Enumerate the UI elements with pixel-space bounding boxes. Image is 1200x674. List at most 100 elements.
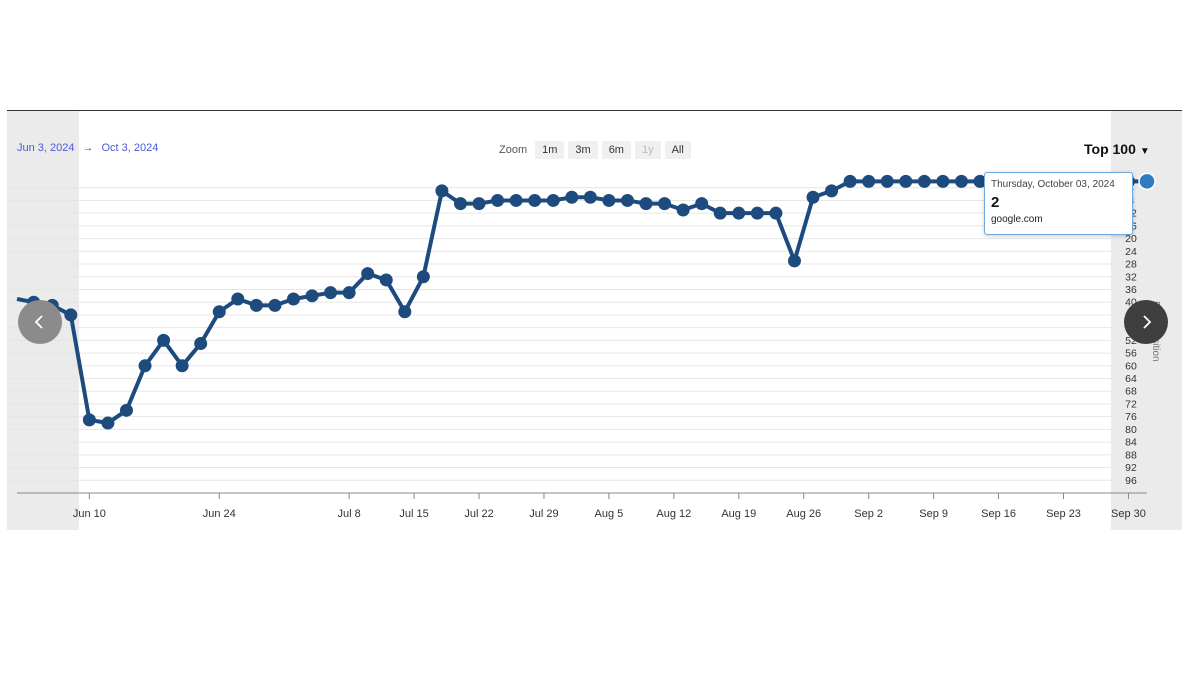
y-tick-label: 96 [1125, 475, 1137, 487]
data-point[interactable] [639, 197, 653, 211]
x-tick-label: Jul 22 [464, 508, 493, 520]
data-point[interactable] [268, 298, 282, 312]
data-point[interactable] [546, 193, 560, 207]
data-point[interactable] [212, 305, 226, 319]
next-button[interactable] [1124, 300, 1168, 344]
data-point[interactable] [64, 308, 78, 322]
data-point[interactable] [787, 254, 801, 268]
x-tick-label: Jul 15 [399, 508, 428, 520]
data-point[interactable] [658, 197, 672, 211]
data-point[interactable] [101, 416, 115, 430]
highlighted-point[interactable] [1138, 172, 1156, 191]
data-point[interactable] [936, 174, 950, 188]
x-tick-label: Jun 24 [203, 508, 236, 520]
data-point[interactable] [157, 333, 171, 347]
x-tick-label: Jul 8 [338, 508, 361, 520]
tooltip-site: google.com [991, 214, 1043, 225]
data-point[interactable] [565, 190, 579, 204]
y-tick-label: 80 [1125, 424, 1137, 436]
data-point[interactable] [138, 359, 152, 373]
data-point[interactable] [954, 174, 968, 188]
data-point[interactable] [825, 184, 839, 198]
y-tick-label: 64 [1125, 373, 1137, 385]
data-point[interactable] [249, 298, 263, 312]
x-tick-label: Sep 9 [919, 508, 948, 520]
data-point[interactable] [528, 193, 542, 207]
data-point[interactable] [435, 184, 449, 198]
data-point[interactable] [305, 289, 319, 303]
data-point[interactable] [398, 305, 412, 319]
data-point[interactable] [453, 197, 467, 211]
data-point[interactable] [713, 206, 727, 220]
data-point[interactable] [695, 197, 709, 211]
data-point[interactable] [676, 203, 690, 217]
data-point[interactable] [286, 292, 300, 306]
data-point[interactable] [361, 267, 375, 281]
chevron-left-icon [34, 315, 43, 329]
zoom-1y-button[interactable]: 1y [634, 141, 661, 159]
data-point[interactable] [416, 270, 430, 284]
y-tick-label: 60 [1125, 360, 1137, 372]
prev-button[interactable] [18, 300, 62, 344]
zoom-all-button[interactable]: All [664, 141, 691, 159]
data-point[interactable] [862, 174, 876, 188]
data-point[interactable] [806, 190, 820, 204]
data-point[interactable] [917, 174, 931, 188]
data-point[interactable] [732, 206, 746, 220]
date-range[interactable]: Jun 3, 2024 → Oct 3, 2024 [17, 142, 158, 154]
data-point[interactable] [750, 206, 764, 220]
zoom-3m-button[interactable]: 3m [568, 141, 598, 159]
data-point[interactable] [583, 190, 597, 204]
x-tick-label: Aug 19 [721, 508, 756, 520]
y-tick-label: 36 [1125, 284, 1137, 296]
y-tick-label: 92 [1125, 462, 1137, 474]
x-tick-label: Aug 5 [595, 508, 624, 520]
y-tick-label: 20 [1125, 233, 1137, 245]
date-from: Jun 3, 2024 [17, 142, 75, 154]
data-point[interactable] [899, 174, 913, 188]
y-tick-label: 32 [1125, 271, 1137, 283]
chevron-down-icon: ▼ [1139, 146, 1150, 157]
data-point[interactable] [379, 273, 393, 287]
data-point[interactable] [324, 286, 338, 300]
data-point[interactable] [973, 174, 987, 188]
top-filter-dropdown[interactable]: Top 100 ▼ [1084, 141, 1150, 157]
y-tick-label: 24 [1125, 246, 1137, 258]
y-tick-label: 76 [1125, 411, 1137, 423]
data-point[interactable] [194, 337, 208, 351]
x-tick-label: Aug 26 [786, 508, 821, 520]
data-point[interactable] [769, 206, 783, 220]
point-tooltip: Thursday, October 03, 2024 2 google.com [984, 172, 1133, 235]
data-point[interactable] [175, 359, 189, 373]
date-arrow: → [82, 142, 94, 154]
y-tick-label: 52 [1125, 335, 1137, 347]
zoom-1m-button[interactable]: 1m [535, 141, 565, 159]
rank-history-panel: Jun 10 Jun 24 Jul 8 Jul 15 Jul 22 Jul 29 Aug 5… [7, 110, 1182, 530]
data-point[interactable] [620, 193, 634, 207]
data-point[interactable] [119, 403, 133, 417]
data-point[interactable] [82, 413, 96, 427]
y-tick-label: 88 [1125, 449, 1137, 461]
data-point[interactable] [880, 174, 894, 188]
y-tick-label: 68 [1125, 386, 1137, 398]
zoom-label: Zoom [499, 144, 528, 156]
y-tick-label: 56 [1125, 348, 1137, 360]
top-filter-label: Top 100 [1084, 141, 1136, 157]
data-point[interactable] [231, 292, 245, 306]
chevron-right-icon [1143, 315, 1152, 329]
data-point[interactable] [491, 193, 505, 207]
x-tick-label: Sep 23 [1046, 508, 1081, 520]
data-point[interactable] [843, 174, 857, 188]
data-point[interactable] [509, 193, 523, 207]
data-point[interactable] [342, 286, 356, 300]
y-tick-label: 40 [1125, 297, 1137, 309]
date-to: Oct 3, 2024 [101, 142, 159, 154]
x-tick-label: Sep 2 [854, 508, 883, 520]
x-tick-label: Jul 29 [529, 508, 558, 520]
zoom-6m-button[interactable]: 6m [601, 141, 631, 159]
x-tick-label: Jun 10 [73, 508, 106, 520]
y-tick-label: 72 [1125, 398, 1137, 410]
tooltip-date: Thursday, October 03, 2024 [991, 179, 1115, 190]
data-point[interactable] [472, 197, 486, 211]
data-point[interactable] [602, 193, 616, 207]
